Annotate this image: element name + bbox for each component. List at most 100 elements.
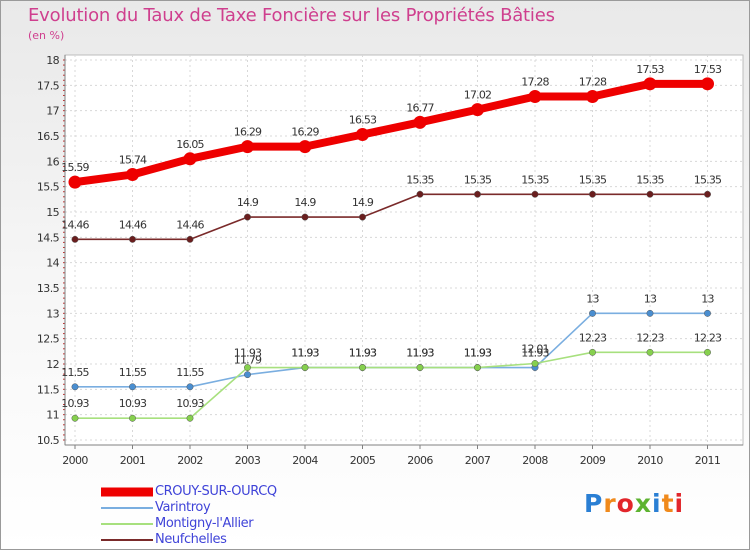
data-point bbox=[646, 190, 654, 198]
series-line-montigny-l-allier bbox=[75, 351, 708, 420]
data-label: 11.93 bbox=[406, 347, 434, 360]
data-point bbox=[646, 309, 654, 317]
data-label: 17.28 bbox=[579, 75, 607, 88]
logo-letter: o bbox=[616, 489, 635, 518]
series-line-neufchelles bbox=[75, 193, 708, 241]
data-label: 16.77 bbox=[406, 101, 434, 114]
x-tick-label: 2002 bbox=[177, 454, 203, 467]
data-label: 17.28 bbox=[521, 75, 549, 88]
x-tick-label: 2001 bbox=[120, 454, 146, 467]
legend-label-montigny: Montigny-l'Allier bbox=[155, 516, 254, 531]
data-label: 16.53 bbox=[349, 113, 377, 126]
data-label: 11.93 bbox=[349, 347, 377, 360]
data-label: 11.93 bbox=[406, 347, 434, 360]
logo-letter: r bbox=[603, 489, 617, 518]
data-point bbox=[244, 364, 251, 371]
data-point bbox=[704, 190, 711, 198]
data-point bbox=[244, 371, 251, 379]
data-point bbox=[126, 168, 139, 182]
data-label: 13 bbox=[644, 292, 657, 305]
data-label: 14.9 bbox=[237, 196, 259, 209]
y-tick-label: 17 bbox=[46, 105, 59, 118]
data-point bbox=[298, 140, 312, 154]
series-line-crouy-sur-ourcq bbox=[74, 79, 708, 187]
data-label: 13 bbox=[701, 292, 714, 305]
data-point bbox=[186, 383, 194, 391]
legend-label-varintroy: Varintroy bbox=[155, 500, 211, 515]
legend-label-crouy: CROUY-SUR-OURCQ bbox=[155, 484, 277, 499]
x-tick-label: 2003 bbox=[235, 454, 261, 467]
data-label: 16.29 bbox=[234, 126, 262, 139]
data-label: 15.74 bbox=[119, 154, 147, 167]
unit-label: (en %) bbox=[28, 29, 65, 42]
data-label: 10.93 bbox=[176, 397, 204, 410]
data-point bbox=[531, 360, 539, 367]
logo-letter: i bbox=[674, 489, 685, 518]
y-tick-label: 11.5 bbox=[37, 383, 60, 396]
data-point bbox=[359, 364, 366, 371]
logo-letter: x bbox=[634, 489, 652, 518]
data-point bbox=[186, 235, 194, 243]
data-label: 12.23 bbox=[694, 331, 722, 344]
data-label: 10.93 bbox=[119, 397, 147, 410]
data-point bbox=[643, 77, 657, 91]
data-label: 12.23 bbox=[636, 331, 664, 344]
data-point bbox=[356, 127, 369, 141]
data-label: 11.93 bbox=[349, 347, 377, 360]
data-label: 16.29 bbox=[291, 126, 319, 139]
data-label: 17.02 bbox=[464, 89, 492, 102]
x-tick-label: 2008 bbox=[522, 454, 548, 467]
data-point bbox=[129, 414, 136, 422]
data-point bbox=[129, 235, 136, 243]
data-label: 12.01 bbox=[521, 342, 549, 355]
data-point bbox=[129, 383, 136, 391]
data-label: 15.35 bbox=[406, 173, 434, 186]
data-label: 14.9 bbox=[352, 196, 374, 209]
y-tick-label: 18 bbox=[46, 54, 59, 67]
data-label: 12.23 bbox=[579, 331, 607, 344]
y-tick-label: 12.5 bbox=[37, 333, 60, 346]
x-tick-label: 2007 bbox=[465, 454, 491, 467]
data-point bbox=[474, 190, 481, 198]
x-tick-label: 2011 bbox=[695, 454, 721, 467]
legend-swatch-varintroy bbox=[101, 507, 153, 509]
data-label: 11.93 bbox=[464, 347, 492, 360]
y-tick-label: 16 bbox=[46, 155, 59, 168]
data-point bbox=[646, 348, 654, 356]
data-point bbox=[531, 190, 539, 198]
data-label: 14.46 bbox=[61, 218, 89, 231]
chart-title: Evolution du Taux de Taxe Foncière sur l… bbox=[28, 5, 555, 26]
data-label: 11.93 bbox=[234, 347, 262, 360]
data-label: 17.53 bbox=[694, 63, 722, 76]
legend-swatch-neufchelles bbox=[101, 539, 153, 541]
y-tick-label: 14.5 bbox=[37, 231, 60, 244]
y-tick-label: 10.5 bbox=[37, 434, 60, 447]
data-label: 11.93 bbox=[464, 347, 492, 360]
data-point bbox=[701, 77, 714, 91]
data-point bbox=[416, 190, 424, 198]
data-label: 15.35 bbox=[694, 173, 722, 186]
data-label: 13 bbox=[586, 292, 599, 305]
data-label: 11.93 bbox=[521, 347, 549, 360]
logo-letter: i bbox=[652, 489, 662, 518]
x-tick-label: 2000 bbox=[62, 454, 88, 467]
data-point bbox=[71, 383, 79, 391]
y-tick-label: 12 bbox=[46, 358, 59, 371]
x-tick-label: 2009 bbox=[580, 454, 606, 467]
data-label: 11.55 bbox=[61, 366, 89, 379]
data-label: 14.46 bbox=[119, 218, 147, 231]
data-point bbox=[471, 103, 484, 117]
data-point bbox=[71, 414, 79, 422]
data-point bbox=[301, 364, 309, 371]
y-tick-label: 13.5 bbox=[37, 282, 60, 295]
data-point bbox=[68, 175, 82, 189]
x-tick-label: 2004 bbox=[292, 454, 318, 467]
data-point bbox=[183, 152, 197, 166]
data-label: 10.93 bbox=[61, 397, 89, 410]
x-tick-label: 2006 bbox=[407, 454, 433, 467]
logo-letter: t bbox=[661, 489, 675, 518]
legend-label-neufchelles: Neufchelles bbox=[155, 532, 227, 547]
data-point bbox=[704, 309, 711, 317]
data-point bbox=[586, 89, 599, 103]
y-tick-label: 17.5 bbox=[37, 79, 60, 92]
